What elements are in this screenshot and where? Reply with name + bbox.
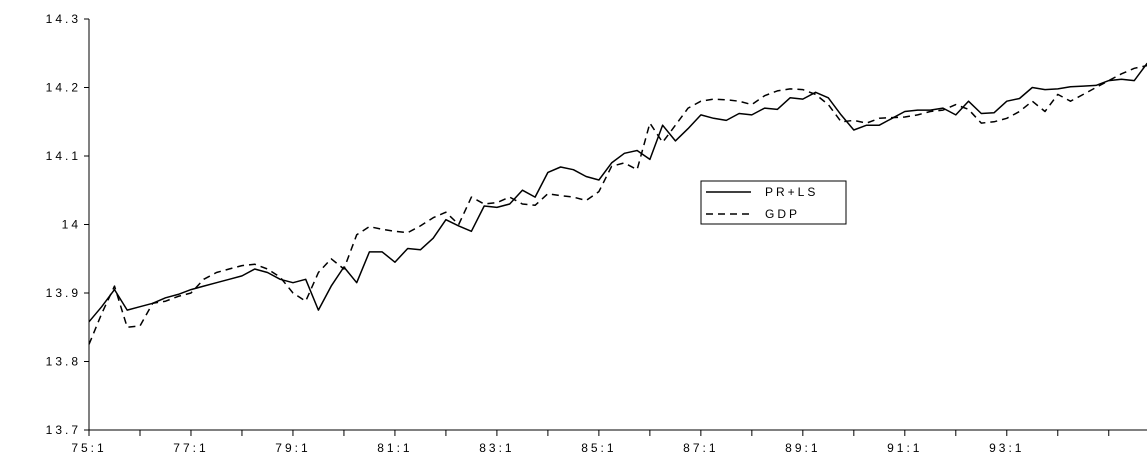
x-tick-label: 91:1 [887, 441, 922, 455]
y-tick-label: 14.2 [46, 81, 81, 95]
legend: PR+LS GDP [700, 180, 847, 225]
x-tick-label: 79:1 [275, 441, 310, 455]
series-line-pr-ls [88, 62, 1147, 323]
y-tick-label: 14.1 [46, 149, 81, 163]
y-tick-label: 13.9 [46, 286, 81, 300]
y-tick-label: 14.3 [46, 12, 81, 26]
y-axis-ticks: 13.7 13.8 13.9 14 14.1 14.2 14.3 [46, 12, 89, 437]
series-line-gdp [88, 64, 1147, 345]
y-tick-label: 13.7 [46, 423, 81, 437]
x-tick-label: 75:1 [71, 441, 106, 455]
legend-box [700, 180, 847, 225]
x-tick-label: 89:1 [785, 441, 820, 455]
y-tick-label: 14 [62, 218, 81, 232]
x-tick-label: 87:1 [683, 441, 718, 455]
x-axis-ticks: 75:1 77:1 79:1 81:1 83:1 85:1 87:1 89:1 91:1 93:1 [71, 430, 1110, 455]
x-tick-label: 85:1 [581, 441, 616, 455]
legend-label-pr-ls: PR+LS [765, 185, 818, 199]
legend-label-gdp: GDP [765, 207, 800, 221]
series-layer [88, 62, 1147, 345]
x-tick-label: 83:1 [479, 441, 514, 455]
x-tick-label: 77:1 [173, 441, 208, 455]
x-tick-label: 81:1 [377, 441, 412, 455]
x-tick-label: 93:1 [989, 441, 1024, 455]
y-tick-label: 13.8 [46, 355, 81, 369]
chart-axes [88, 19, 1147, 431]
